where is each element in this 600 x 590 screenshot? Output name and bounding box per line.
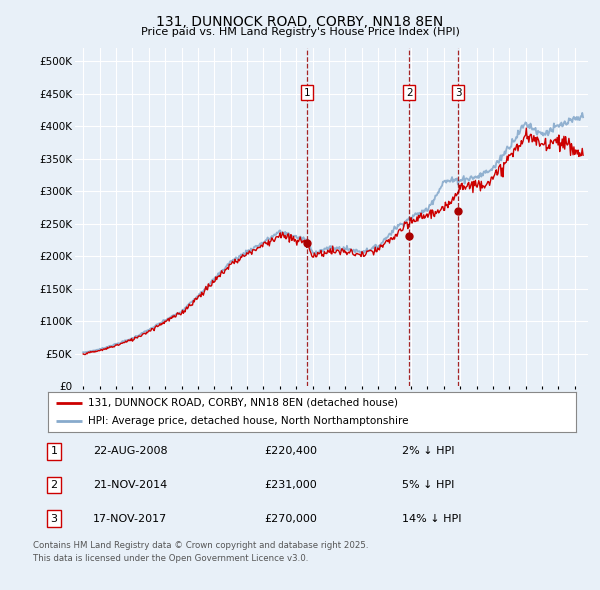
Text: 131, DUNNOCK ROAD, CORBY, NN18 8EN (detached house): 131, DUNNOCK ROAD, CORBY, NN18 8EN (deta… — [88, 398, 398, 408]
Text: 1: 1 — [50, 447, 58, 456]
Text: £231,000: £231,000 — [264, 480, 317, 490]
Text: HPI: Average price, detached house, North Northamptonshire: HPI: Average price, detached house, Nort… — [88, 416, 408, 426]
Text: 22-AUG-2008: 22-AUG-2008 — [93, 447, 167, 456]
Text: £270,000: £270,000 — [264, 514, 317, 523]
Text: 14% ↓ HPI: 14% ↓ HPI — [402, 514, 461, 523]
Text: 131, DUNNOCK ROAD, CORBY, NN18 8EN: 131, DUNNOCK ROAD, CORBY, NN18 8EN — [157, 15, 443, 29]
Text: £220,400: £220,400 — [264, 447, 317, 456]
Text: 21-NOV-2014: 21-NOV-2014 — [93, 480, 167, 490]
Text: 2: 2 — [406, 87, 413, 97]
Text: 3: 3 — [455, 87, 461, 97]
Text: This data is licensed under the Open Government Licence v3.0.: This data is licensed under the Open Gov… — [33, 554, 308, 563]
Text: 2: 2 — [50, 480, 58, 490]
Text: 2% ↓ HPI: 2% ↓ HPI — [402, 447, 455, 456]
Text: 3: 3 — [50, 514, 58, 523]
Text: 1: 1 — [304, 87, 310, 97]
Text: Price paid vs. HM Land Registry's House Price Index (HPI): Price paid vs. HM Land Registry's House … — [140, 27, 460, 37]
Text: 5% ↓ HPI: 5% ↓ HPI — [402, 480, 454, 490]
Text: Contains HM Land Registry data © Crown copyright and database right 2025.: Contains HM Land Registry data © Crown c… — [33, 541, 368, 550]
Text: 17-NOV-2017: 17-NOV-2017 — [93, 514, 167, 523]
